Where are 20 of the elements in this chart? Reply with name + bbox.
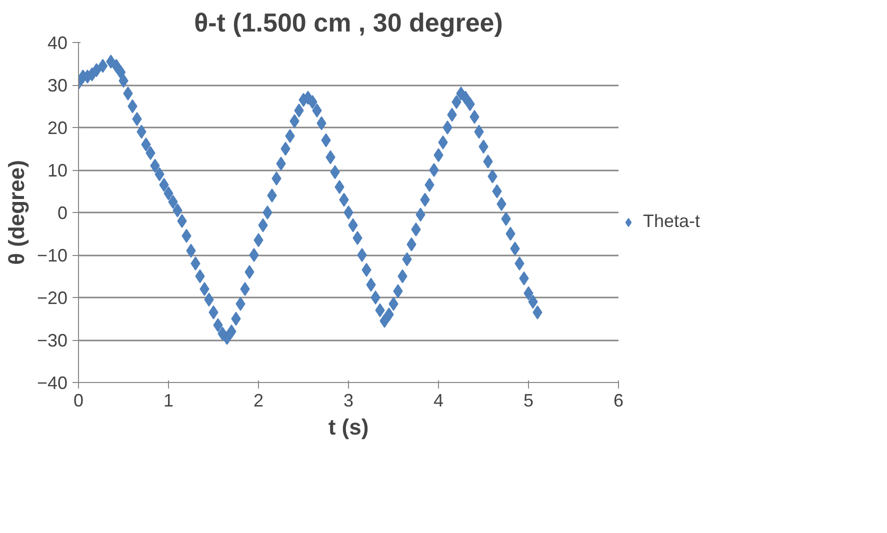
x-tick-label: 4 [433,390,444,410]
legend-label: Theta-t [643,211,700,232]
x-tick-label: 1 [163,390,174,410]
x-tick-label: 3 [343,390,354,410]
x-tick-label: 2 [253,390,264,410]
y-tick-label: 0 [57,203,68,223]
y-tick-label: 30 [47,76,68,96]
y-tick-label: −30 [36,330,68,350]
y-axis-title: θ (degree) [4,160,29,265]
y-tick-label: −10 [36,246,68,266]
y-tick-label: 40 [47,33,68,53]
y-tick-label: 20 [47,118,68,138]
y-tick-label: 10 [47,160,68,180]
y-tick-label: −20 [36,288,68,308]
x-tick-label: 6 [613,390,624,410]
x-axis-title: t (s) [328,414,369,440]
chart-title: θ-t (1.500 cm , 30 degree) [194,8,503,38]
y-tick-label: −40 [36,373,68,393]
x-tick-label: 5 [523,390,534,410]
x-tick-label: 0 [73,390,84,410]
